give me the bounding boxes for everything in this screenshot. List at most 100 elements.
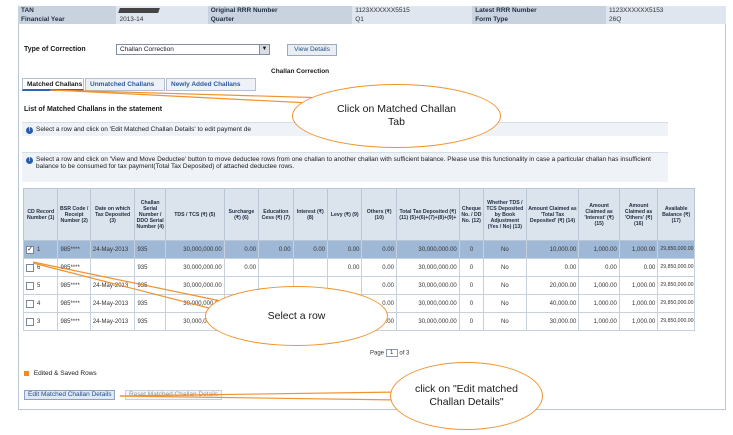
correction-type-value: Challan Correction [120,46,174,53]
header-value: 1123XXXXXX5515 [352,6,473,15]
arrow-to-edit [119,391,401,397]
pager-total: of 3 [399,350,410,357]
info-icon: ! [26,157,33,164]
header-label: TAN [18,6,117,15]
header-label: Form Type [472,15,606,24]
table-cell: 0 [458,312,485,331]
row-checkbox[interactable] [26,317,34,326]
arrow-to-tab-2 [51,89,331,105]
cd-record-number: 4 [37,301,41,308]
header-label: Latest RRR Number [472,6,606,15]
row-select-cell: ✓ 1 [22,240,59,259]
callout-edit-text: click on "Edit matched Challan Details" [415,383,518,408]
cd-record-number: 6 [37,265,41,272]
table-cell: 24-May-2013 [89,240,136,259]
grid-header-row: CD Record Number (1) BSR Code / Receipt N… [22,188,695,241]
tab-newly-added-challans[interactable]: Newly Added Challans [166,78,256,91]
table-cell: 30,000,000.00 [164,240,225,259]
correction-type-select[interactable]: Challan Correction ▼ [116,44,270,55]
table-cell: 29,850,000.00 [657,258,695,277]
column-header: Surcharge (₹) (6) [223,188,260,241]
header-row: TAN Original RRR Number 1123XXXXXX5515 Late… [18,6,726,15]
table-cell: 985**** [57,312,91,331]
table-cell: 0.00 [361,240,397,259]
callout-tab-text: Click on Matched Challan Tab [336,103,457,128]
header-label: Quarter [207,15,353,24]
table-cell: 30,000,000.00 [395,240,460,259]
table-cell: No [483,240,527,259]
arrow-to-row-2 [32,262,241,317]
info-edit-text: Select a row and click on 'Edit Matched … [36,126,251,133]
header-table: TAN Original RRR Number 1123XXXXXX5515 Late… [18,6,726,24]
header-label: Financial Year [18,15,117,24]
table-cell: 985**** [57,294,91,313]
view-details-button[interactable]: View Details [287,44,337,56]
edit-matched-challan-button[interactable]: Edit Matched Challan Details [24,390,116,400]
correction-type-label: Type of Correction [24,46,86,53]
table-cell: 1,000.00 [578,312,620,331]
row-checkbox[interactable] [26,299,34,308]
header-value: 2013-14 [116,15,208,24]
column-header: Amount Claimed as 'Total Tax Deposited' … [525,188,580,241]
header-row: Financial Year 2013-14 Quarter Q1 Form Type 2… [18,15,726,24]
row-checkbox[interactable] [26,263,34,272]
table-cell: 30,000.00 [525,312,580,331]
column-header: Interest (₹) (8) [292,188,329,241]
table-row[interactable]: ✓ 1 985**** 24-May-2013 935 30,000,000.00 0.00… [22,240,695,259]
header-value [116,6,208,15]
header-value: 1123XXXXXX5153 [605,6,726,15]
header-value: 26Q [605,15,726,24]
column-header: Amount Claimed as 'Others' (₹) (16) [618,188,659,241]
column-header: Education Cess (₹) (7) [258,188,294,241]
legend-label: Edited & Saved Rows [33,370,97,377]
callout-row-text: Select a row [267,309,326,322]
row-select-cell: 3 [22,312,59,331]
list-title: List of Matched Challans in the statemen… [24,106,163,113]
cd-record-number: 5 [37,283,41,290]
column-header: Challan Serial Number / DDO Serial Numbe… [134,188,166,241]
table-cell: 935 [134,312,166,331]
table-cell: 985**** [57,240,91,259]
header-label: Original RRR Number [207,6,353,15]
callout-tab: Click on Matched Challan Tab [292,84,501,148]
table-cell: 1,000.00 [618,240,659,259]
arrow-to-tab [49,89,331,99]
chevron-down-icon[interactable]: ▼ [259,45,269,54]
statement-header: TAN Original RRR Number 1123XXXXXX5515 Late… [18,6,726,34]
row-checkbox[interactable] [26,281,34,290]
table-cell: 0.00 [223,240,260,259]
section-title: Challan Correction [271,68,330,75]
page-input[interactable]: 1 [385,349,398,357]
arrow-to-row [32,261,246,307]
table-cell: 29,850,000.00 [657,240,695,259]
header-value: Q1 [352,15,473,24]
table-cell: 985**** [57,276,91,295]
cd-record-number: 3 [37,319,41,326]
column-header: Date on which Tax Deposited (3) [89,188,136,241]
arrow-to-edit-2 [119,395,401,401]
table-cell: 0.00 [258,240,294,259]
table-cell: 29,850,000.00 [657,312,695,331]
info-icon: ! [26,127,33,134]
column-header: Others (₹) (10) [361,188,397,241]
table-cell: 1,000.00 [578,240,620,259]
callout-edit: click on "Edit matched Challan Details" [390,362,543,430]
table-cell: 935 [134,294,166,313]
callout-row: Select a row [205,286,388,346]
table-cell: 0.00 [327,240,363,259]
column-header: Total Tax Deposited (₹) (11) (5)+(6)+(7)… [395,188,460,241]
row-checkbox[interactable]: ✓ [26,245,34,254]
pager: Page 1 of 3 [370,349,409,357]
info-move-text: Select a row and click on 'View and Move… [36,156,651,170]
table-cell: 0 [458,240,485,259]
table-cell: 30,000,000.00 [395,312,460,331]
cd-record-number: 1 [37,247,41,254]
column-header: Cheque No. / DD No. (12) [458,188,485,241]
column-header: BSR Code / Receipt Number (2) [57,188,91,241]
tab-unmatched-challans[interactable]: Unmatched Challans [85,78,165,91]
legend: Edited & Saved Rows [24,370,97,377]
edited-rows-swatch [24,370,29,376]
column-header: Amount Claimed as 'Interest' (₹) (15) [578,188,620,241]
column-header: Levy (₹) (9) [327,188,363,241]
